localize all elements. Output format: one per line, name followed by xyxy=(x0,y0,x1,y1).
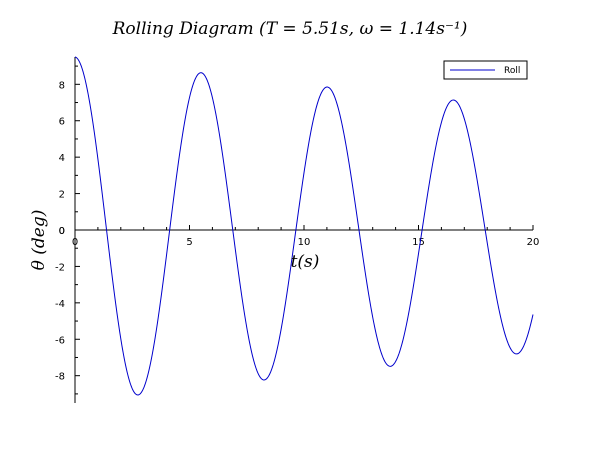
chart-title: Rolling Diagram (T = 5.51s, ω = 1.14s⁻¹) xyxy=(112,19,468,39)
y-tick-label: -4 xyxy=(55,299,65,310)
y-tick-label: -8 xyxy=(55,372,65,383)
y-tick-label: 0 xyxy=(59,226,65,237)
y-tick-label: 6 xyxy=(59,117,65,128)
x-tick-label: 20 xyxy=(527,237,540,248)
x-tick-label: 5 xyxy=(186,237,192,248)
legend: Roll xyxy=(443,60,528,80)
y-tick-label: -2 xyxy=(55,262,65,273)
x-axis-label: t(s) xyxy=(291,252,320,272)
legend-label-roll: Roll xyxy=(504,66,520,76)
y-tick-label: 4 xyxy=(59,153,65,164)
x-tick-label: 10 xyxy=(298,237,311,248)
y-tick-label: -6 xyxy=(55,335,65,346)
y-tick-label: 2 xyxy=(59,190,65,201)
y-tick-label-zero: 0 xyxy=(59,226,65,237)
series-line-roll xyxy=(74,56,534,396)
y-axis-label: θ (deg) xyxy=(29,210,49,271)
x-tick-label: 15 xyxy=(412,237,425,248)
y-tick-label: 8 xyxy=(59,80,65,91)
